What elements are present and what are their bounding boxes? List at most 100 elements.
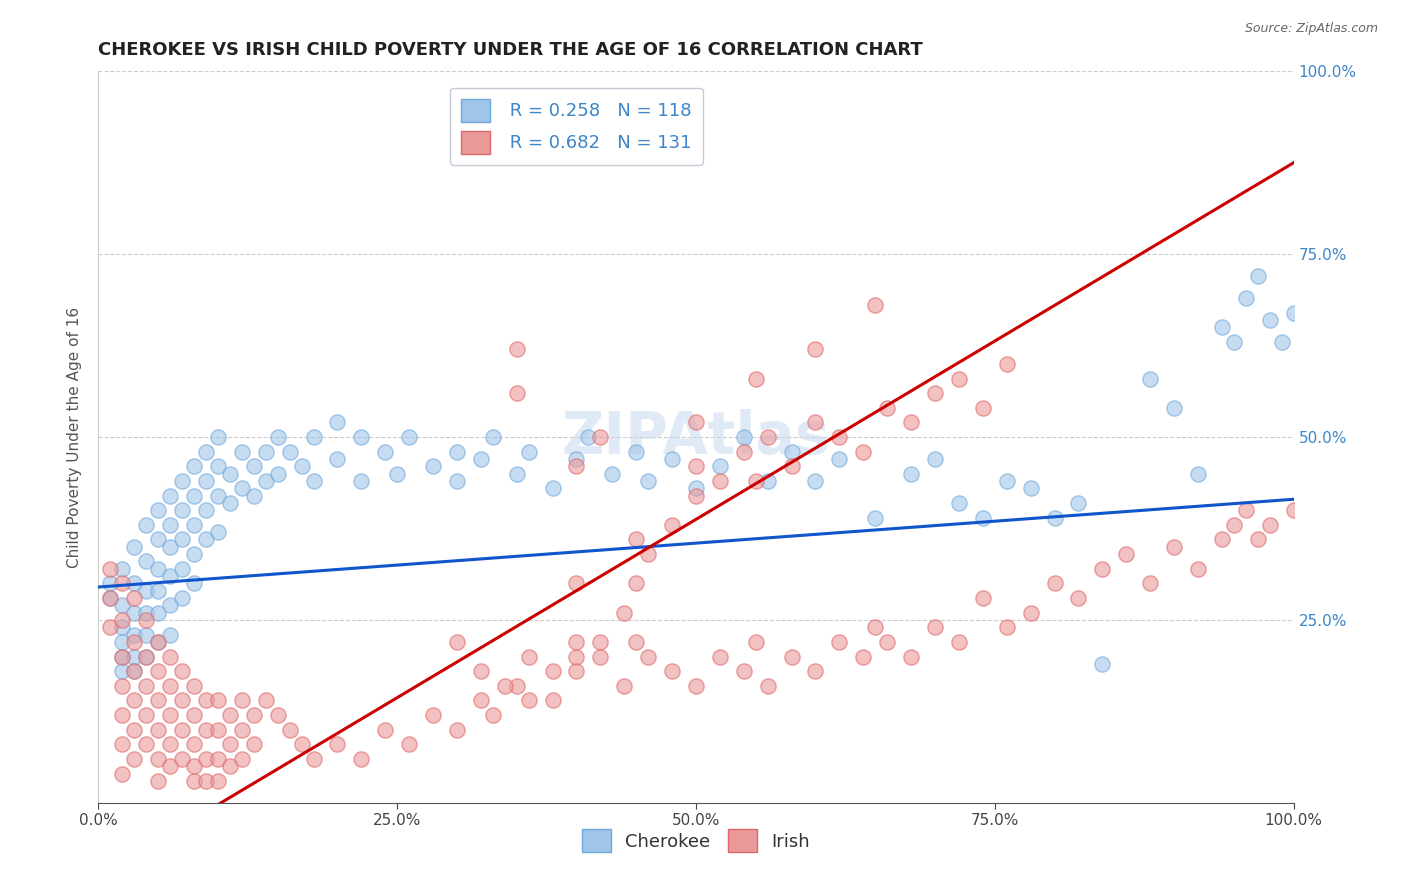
Point: [254, 693, 277, 707]
Point: [159, 517, 181, 532]
Point: [1258, 313, 1281, 327]
Point: [1223, 517, 1246, 532]
Point: [159, 540, 181, 554]
Point: [183, 576, 205, 591]
Point: [159, 649, 181, 664]
Point: [124, 752, 146, 766]
Point: [291, 459, 314, 474]
Point: [350, 474, 373, 488]
Point: [446, 723, 468, 737]
Point: [231, 481, 253, 495]
Point: [172, 693, 194, 707]
Point: [195, 503, 218, 517]
Point: [1115, 547, 1137, 561]
Point: [148, 664, 170, 678]
Point: [148, 723, 170, 737]
Point: [183, 708, 205, 723]
Point: [111, 708, 134, 723]
Point: [637, 547, 659, 561]
Point: [1234, 503, 1257, 517]
Point: [98, 576, 122, 591]
Point: [124, 627, 146, 641]
Point: [172, 664, 194, 678]
Point: [661, 517, 683, 532]
Point: [326, 452, 349, 467]
Point: [709, 474, 731, 488]
Point: [613, 679, 636, 693]
Point: [1067, 591, 1090, 605]
Point: [124, 576, 146, 591]
Point: [231, 693, 253, 707]
Point: [172, 503, 194, 517]
Point: [148, 503, 170, 517]
Point: [172, 752, 194, 766]
Point: [517, 693, 540, 707]
Point: [385, 467, 409, 481]
Point: [517, 649, 540, 664]
Point: [1187, 467, 1209, 481]
Point: [326, 737, 349, 751]
Point: [780, 649, 803, 664]
Point: [172, 474, 194, 488]
Point: [685, 481, 707, 495]
Point: [541, 664, 564, 678]
Point: [1091, 657, 1114, 671]
Point: [494, 679, 516, 693]
Point: [183, 773, 205, 788]
Point: [756, 430, 779, 444]
Point: [183, 737, 205, 751]
Point: [745, 371, 768, 385]
Point: [302, 752, 325, 766]
Point: [900, 467, 922, 481]
Point: [804, 416, 827, 430]
Point: [195, 533, 218, 547]
Point: [661, 664, 683, 678]
Point: [98, 562, 122, 576]
Point: [661, 452, 683, 467]
Point: [733, 664, 755, 678]
Point: [924, 620, 946, 634]
Point: [481, 708, 505, 723]
Point: [195, 693, 218, 707]
Point: [541, 481, 564, 495]
Point: [685, 489, 707, 503]
Point: [626, 444, 648, 458]
Point: [626, 533, 648, 547]
Point: [98, 620, 122, 634]
Point: [995, 474, 1018, 488]
Point: [374, 723, 396, 737]
Point: [148, 693, 170, 707]
Point: [135, 627, 157, 641]
Point: [1163, 401, 1185, 415]
Point: [565, 664, 588, 678]
Point: [517, 444, 540, 458]
Point: [422, 708, 444, 723]
Point: [626, 635, 648, 649]
Point: [446, 635, 468, 649]
Point: [135, 708, 157, 723]
Point: [637, 474, 659, 488]
Point: [231, 723, 253, 737]
Point: [972, 510, 994, 524]
Point: [1234, 291, 1257, 305]
Point: [506, 467, 529, 481]
Point: [172, 562, 194, 576]
Legend: Cherokee, Irish: Cherokee, Irish: [575, 822, 817, 860]
Point: [972, 401, 994, 415]
Point: [291, 737, 314, 751]
Point: [565, 635, 588, 649]
Point: [685, 416, 707, 430]
Point: [148, 635, 170, 649]
Point: [565, 649, 588, 664]
Point: [124, 693, 146, 707]
Point: [172, 591, 194, 605]
Point: [124, 606, 146, 620]
Point: [1211, 533, 1233, 547]
Point: [243, 708, 266, 723]
Y-axis label: Child Poverty Under the Age of 16: Child Poverty Under the Age of 16: [67, 307, 83, 567]
Point: [1163, 540, 1185, 554]
Point: [565, 576, 588, 591]
Point: [195, 723, 218, 737]
Point: [1282, 503, 1305, 517]
Text: ZIPAtlas: ZIPAtlas: [561, 409, 831, 466]
